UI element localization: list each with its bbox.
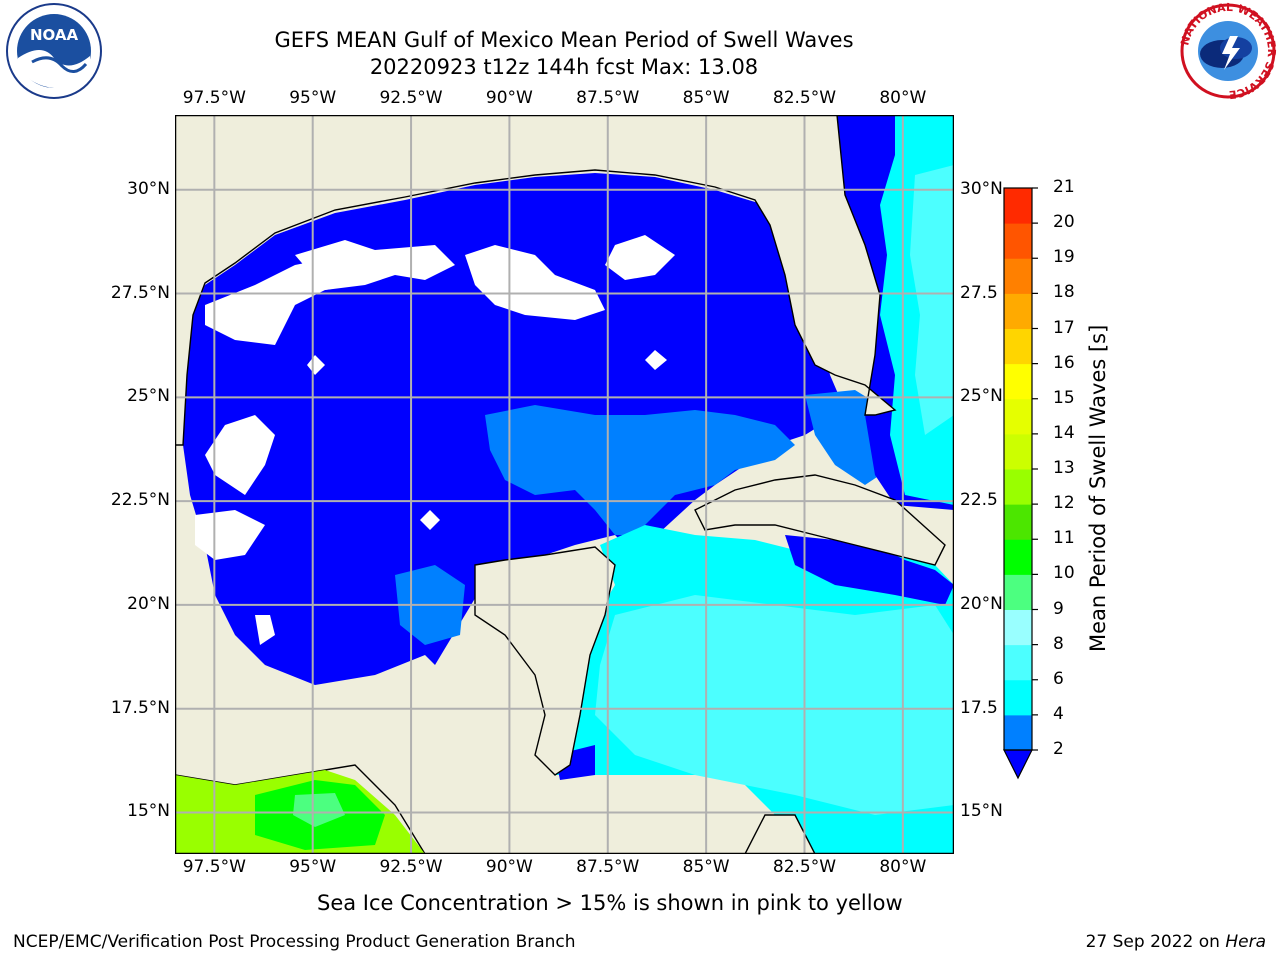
lat-tick-label-right: 25°N: [960, 386, 1003, 407]
lat-tick-label-right: 30°N: [960, 178, 1003, 199]
colorbar-band: [1004, 188, 1032, 224]
map-grid: [175, 115, 954, 854]
lon-tick-label: 90°W: [485, 88, 533, 108]
lon-tick-label: 80°W: [879, 857, 927, 877]
colorbar-tick-label: 12: [1053, 493, 1075, 514]
us-coastline: [175, 115, 897, 446]
chart-subtitle: 20220923 t12z 144h fcst Max: 13.08: [369, 55, 759, 79]
swell-4-6s-region: [485, 405, 795, 535]
lat-tick-label-left: 15°N: [127, 801, 170, 822]
lon-tick-label: 90°W: [485, 857, 533, 877]
colorbar-tick-label: 13: [1053, 458, 1075, 478]
colorbar-tick-label: 21: [1053, 177, 1075, 197]
noaa-logo-icon: NOAA: [6, 3, 102, 99]
colorbar: [1003, 187, 1038, 780]
colorbar-band: [1004, 293, 1032, 329]
colorbar-band: [1004, 469, 1032, 505]
chart-title: GEFS MEAN Gulf of Mexico Mean Period of …: [274, 28, 854, 52]
swell-9-10s-region: [293, 793, 345, 827]
colorbar-tick-label: 14: [1053, 422, 1075, 443]
swell-2-4s-region: [785, 535, 954, 605]
lon-tick-label: 85°W: [682, 88, 730, 108]
lon-tick-label: 82.5°W: [772, 857, 837, 877]
colorbar-band: [1004, 714, 1032, 751]
colorbar-band: [1004, 609, 1032, 646]
colorbar-band: [1004, 328, 1032, 365]
colorbar-band: [1004, 223, 1032, 259]
lat-tick-label-left: 20°N: [127, 593, 170, 614]
colorbar-tick-label: 4: [1053, 703, 1064, 724]
nws-logo-icon: NATIONAL WEATHER SERVICE: [1178, 2, 1278, 100]
lat-tick-label-left: 22.5°N: [110, 490, 170, 511]
colorbar-tick-label: 9: [1053, 598, 1064, 619]
colorbar-tick-label: 19: [1053, 247, 1075, 268]
lat-tick-label-left: 17.5°N: [110, 697, 170, 718]
colorbar-label: Mean Period of Swell Waves [s]: [1086, 324, 1110, 652]
lat-tick-label-right: 17.5: [960, 697, 998, 718]
lat-tick-label-left: 30°N: [127, 178, 170, 199]
lon-tick-label: 87.5°W: [576, 857, 640, 877]
colorbar-tick-label: 17: [1053, 317, 1075, 338]
swell-8-9s-region: [595, 595, 954, 815]
colorbar-tick-label: 2: [1053, 739, 1064, 759]
colorbar-tick-label: 16: [1053, 352, 1075, 373]
colorbar-tick-label: 6: [1053, 668, 1064, 689]
footer-date-text: 27 Sep 2022 on: [1085, 932, 1226, 952]
colorbar-tick-label: 18: [1053, 282, 1075, 303]
lat-tick-label-right: 20°N: [960, 593, 1003, 614]
colorbar-tick-label: 20: [1053, 212, 1075, 233]
colorbar-band: [1004, 363, 1032, 400]
footer-credit: NCEP/EMC/Verification Post Processing Pr…: [13, 932, 576, 952]
no-data-patches: [195, 235, 675, 645]
lat-tick-label-left: 25°N: [127, 386, 170, 407]
gulf-of-mexico-map: [175, 115, 954, 854]
lon-tick-label: 97.5°W: [182, 857, 246, 877]
colorbar-band: [1004, 504, 1032, 540]
lon-tick-label: 95°W: [289, 88, 337, 108]
lon-tick-label: 92.5°W: [379, 88, 443, 108]
lon-tick-label: 80°W: [879, 88, 927, 108]
noaa-logo-text: NOAA: [30, 26, 79, 44]
lon-tick-label: 82.5°W: [772, 88, 837, 108]
lon-tick-label: 92.5°W: [379, 857, 443, 877]
lat-tick-label-right: 27.5: [960, 282, 998, 303]
lon-tick-label: 85°W: [682, 857, 730, 877]
swell-8-9s-region: [910, 165, 954, 435]
lon-tick-label: 95°W: [289, 857, 337, 877]
colorbar-band: [1004, 539, 1032, 575]
sea-ice-note: Sea Ice Concentration > 15% is shown in …: [317, 891, 903, 915]
colorbar-band: [1004, 398, 1032, 435]
colorbar-tick-label: 8: [1053, 633, 1064, 654]
footer-host: Hera: [1225, 932, 1266, 952]
colorbar-band: [1004, 433, 1032, 470]
colorbar-tick-label: 15: [1053, 387, 1075, 408]
lat-tick-label-left: 27.5°N: [110, 282, 170, 303]
lat-tick-label-right: 15°N: [960, 801, 1003, 822]
colorbar-band: [1004, 644, 1032, 681]
map-frame: [175, 115, 954, 854]
colorbar-tick-label: 10: [1053, 563, 1075, 584]
colorbar-tick-label: 11: [1053, 528, 1075, 549]
colorbar-band: [1004, 574, 1032, 610]
colorbar-band: [1004, 258, 1032, 294]
lat-tick-label-right: 22.5: [960, 490, 998, 511]
footer-date: 27 Sep 2022 on Hera: [1086, 932, 1266, 952]
colorbar-extend-arrow: [1003, 749, 1033, 780]
lon-tick-label: 97.5°W: [182, 88, 246, 108]
colorbar-band: [1004, 679, 1032, 716]
lon-tick-label: 87.5°W: [576, 88, 640, 108]
